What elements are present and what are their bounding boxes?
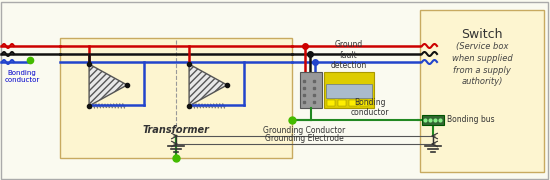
Polygon shape [89, 64, 127, 106]
Text: Bonding bus: Bonding bus [447, 116, 494, 125]
Bar [349, 100, 357, 106]
Bar [422, 115, 444, 125]
Text: Transformer: Transformer [142, 125, 210, 135]
Bar [327, 100, 335, 106]
Text: Bonding
conductor: Bonding conductor [351, 98, 389, 117]
Text: Switch: Switch [461, 28, 503, 41]
Bar [420, 10, 544, 172]
Text: Ground
fault
detection: Ground fault detection [331, 40, 367, 70]
Bar [338, 100, 346, 106]
Text: Grounding Conductor: Grounding Conductor [263, 126, 345, 135]
Bar [300, 72, 322, 108]
Bar [360, 100, 368, 106]
Text: Bonding
conductor: Bonding conductor [4, 70, 40, 83]
Text: (Service box
when supplied
from a supply
authority): (Service box when supplied from a supply… [452, 42, 513, 86]
Bar [60, 38, 292, 158]
Polygon shape [189, 64, 227, 106]
Bar [324, 72, 374, 108]
Text: Grounding Electrode: Grounding Electrode [265, 134, 344, 143]
Bar [326, 84, 372, 98]
